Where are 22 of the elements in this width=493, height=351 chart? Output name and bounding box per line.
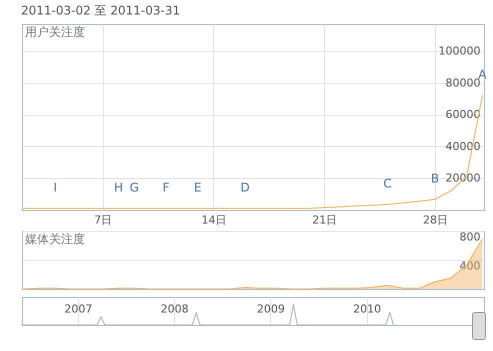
x-tick-label: 2008 (160, 302, 189, 316)
x-tick-label: 2010 (353, 302, 382, 316)
x-tick-label: 2007 (64, 302, 92, 316)
annotation: F (162, 180, 170, 194)
line-series (23, 95, 483, 209)
annotation: H (114, 180, 124, 194)
annotation: C (383, 176, 392, 190)
x-tick-label: 7日 (94, 214, 112, 226)
annotation: E (194, 180, 202, 194)
annotation: G (130, 180, 139, 194)
y-axis-title: 用户关注度 (25, 25, 85, 39)
annotation: D (240, 180, 250, 194)
x-tick-label: 28日 (422, 214, 448, 226)
y-tick-label: 800 (460, 230, 480, 244)
x-tick-label: 2009 (256, 302, 285, 316)
annotation: B (430, 171, 440, 186)
chart-title: 2011-03-02 至 2011-03-31 (21, 4, 180, 18)
x-tick-label: 21日 (312, 214, 338, 226)
x-tick-label: 14日 (201, 214, 226, 226)
y-axis-title: 媒体关注度 (25, 232, 85, 246)
annotation: I (53, 180, 57, 194)
y-tick-label: 100000 (438, 44, 480, 58)
